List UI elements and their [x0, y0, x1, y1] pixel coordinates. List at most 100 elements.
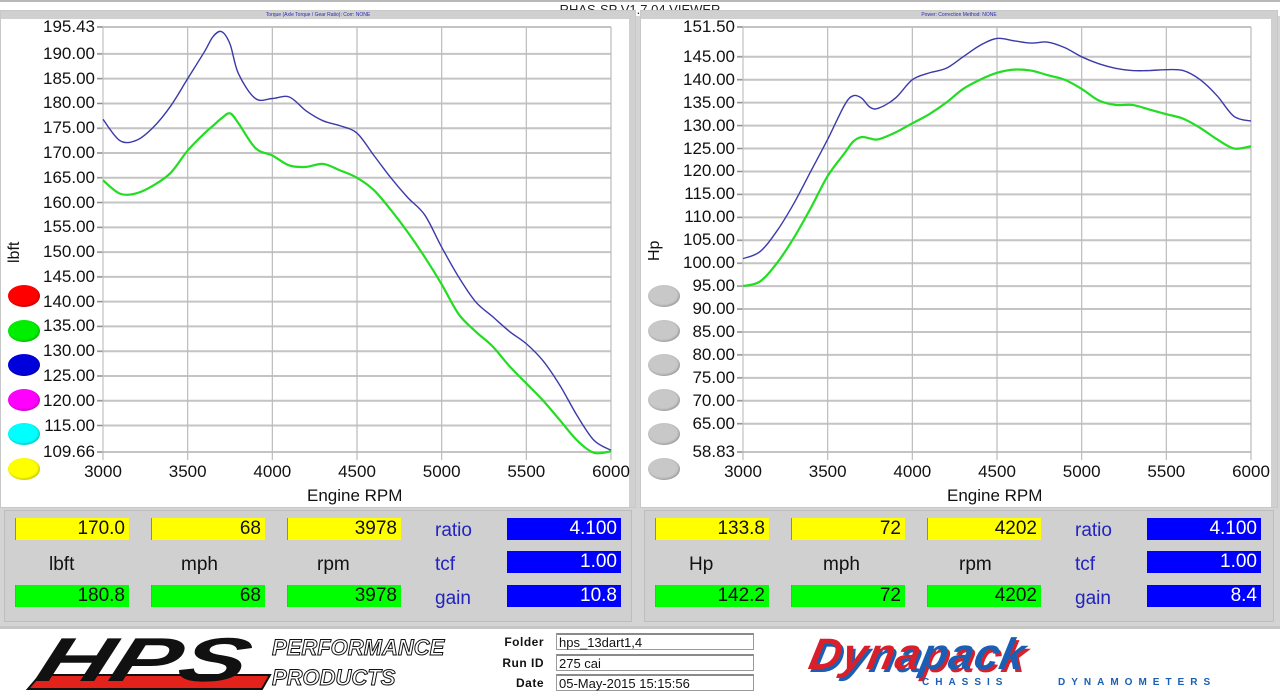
- y-tick-label: 170.00: [43, 143, 95, 162]
- run-selector-dot[interactable]: [648, 319, 680, 342]
- y-tick-label: 65.00: [692, 413, 735, 433]
- y-tick-label: 175.00: [43, 118, 95, 138]
- date-label: Date: [515, 676, 544, 690]
- dynapack-logo-blue-word: pack: [916, 630, 1032, 679]
- y-tick-label: 180.00: [43, 93, 95, 113]
- y-tick-label: 120.00: [43, 390, 95, 410]
- run1-speed-value: 68: [151, 518, 265, 540]
- y-tick-label: 125.00: [683, 138, 735, 158]
- y-tick-label: 155.00: [43, 217, 95, 237]
- y-tick-label: 95.00: [692, 276, 735, 296]
- x-tick-label: 3500: [168, 462, 207, 481]
- run-selector-dot[interactable]: [8, 354, 40, 377]
- run2-torque-value: 180.8: [15, 585, 129, 607]
- x-tick-label: 6000: [1232, 462, 1270, 481]
- run-selector-dot[interactable]: [8, 458, 40, 480]
- run1-speed-value: 72: [791, 518, 905, 540]
- y-tick-label: 185.00: [43, 68, 95, 88]
- folder-field[interactable]: hps_13dart1,4: [556, 633, 754, 650]
- y-tick-label: 109.66: [43, 442, 95, 461]
- x-tick-label: 3500: [808, 462, 847, 481]
- y-tick-label: 80.00: [692, 344, 735, 364]
- unit-label-speed: mph: [181, 554, 218, 575]
- torque-chart-subtitle: Torque (Axle Torque / Gear Ratio): Corr:…: [1, 11, 635, 19]
- ratio-value: 4.100: [507, 518, 621, 540]
- run-selector-dot[interactable]: [8, 319, 40, 342]
- x-tick-label: 4000: [253, 462, 292, 481]
- power-y-label: Hp: [646, 240, 663, 261]
- run-selector-dot[interactable]: [648, 388, 680, 411]
- tcf-label: tcf: [435, 554, 456, 575]
- run2-speed-value: 72: [791, 585, 905, 607]
- vertical-scrollbar[interactable]: [629, 11, 635, 507]
- blue-run-curve: [742, 37, 1252, 260]
- y-tick-label: 75.00: [692, 367, 735, 387]
- tcf-value: 1.00: [507, 551, 621, 573]
- y-tick-label: 120.00: [683, 161, 735, 181]
- gain-value: 10.8: [507, 585, 621, 607]
- y-tick-label: 150.00: [43, 242, 95, 262]
- run1-power-value: 133.8: [655, 518, 769, 540]
- run-selector-dot[interactable]: [648, 354, 680, 377]
- ratio-value: 4.100: [1147, 518, 1261, 540]
- gain-label: gain: [435, 588, 471, 609]
- tcf-value: 1.00: [1147, 551, 1261, 573]
- y-tick-label: 115.00: [44, 415, 95, 435]
- green-run-curve: [102, 112, 612, 455]
- dynapack-tagline-left: CHASSIS: [922, 677, 1009, 688]
- folder-label: Folder: [504, 635, 544, 649]
- power-chart-subtitle: Power: Correction Method: NONE: [641, 11, 1277, 19]
- unit-label-rpm: rpm: [959, 554, 992, 575]
- dynapack-tagline-right: DYNAMOMETERS: [1058, 677, 1217, 688]
- y-tick-label: 135.00: [683, 92, 735, 112]
- y-tick-label: 90.00: [692, 299, 735, 319]
- run2-rpm-value: 4202: [927, 585, 1041, 607]
- tcf-label: tcf: [1075, 554, 1096, 575]
- date-field[interactable]: 05-May-2015 15:15:56: [556, 674, 754, 691]
- y-tick-label: 85.00: [692, 321, 735, 341]
- hps-logo-line2: PRODUCTS: [271, 665, 396, 691]
- run-selector-dot[interactable]: [8, 423, 40, 446]
- x-tick-label: 6000: [592, 462, 630, 481]
- run-id-label: Run ID: [502, 656, 544, 670]
- torque-x-label: Engine RPM: [307, 486, 403, 505]
- x-tick-label: 5500: [507, 462, 546, 481]
- x-tick-label: 5500: [1147, 462, 1186, 481]
- y-tick-label: 195.43: [43, 17, 95, 36]
- run-selector-dot[interactable]: [648, 458, 680, 480]
- run-selector-dot[interactable]: [8, 388, 40, 411]
- y-tick-label: 105.00: [683, 230, 735, 250]
- run-selector-dot[interactable]: [648, 423, 680, 446]
- run2-rpm-value: 3978: [287, 585, 401, 607]
- y-tick-label: 145.00: [683, 46, 735, 66]
- run-selector-dot[interactable]: [648, 285, 680, 307]
- y-tick-label: 160.00: [43, 192, 95, 212]
- gain-label: gain: [1075, 588, 1111, 609]
- dynapack-logo: Dynapack CHASSIS DYNAMOMETERS: [805, 630, 1250, 691]
- y-tick-label: 110.00: [684, 207, 735, 227]
- hps-logo: HPS PERFORMANCE PRODUCTS: [14, 633, 454, 691]
- run-selector-dot[interactable]: [8, 285, 40, 307]
- report-footer: HPS PERFORMANCE PRODUCTS Folder hps_13da…: [0, 626, 1280, 694]
- x-tick-label: 5000: [422, 462, 461, 481]
- unit-label-power: Hp: [689, 554, 714, 575]
- unit-label-speed: mph: [823, 554, 860, 575]
- hps-logo-mark-icon: HPS: [25, 633, 272, 691]
- y-tick-label: 190.00: [43, 43, 95, 63]
- run-id-field[interactable]: 275 cai: [556, 654, 754, 671]
- green-run-curve: [742, 68, 1252, 288]
- x-tick-label: 4500: [978, 462, 1016, 481]
- vertical-scrollbar[interactable]: [1271, 11, 1277, 507]
- run2-speed-value: 68: [151, 585, 265, 607]
- y-tick-label: 58.83: [692, 442, 735, 461]
- x-tick-label: 3000: [724, 462, 762, 481]
- torque-chart-pane: Torque (Axle Torque / Gear Ratio): Corr:…: [0, 10, 636, 508]
- run1-rpm-value: 4202: [927, 518, 1041, 540]
- run1-torque-value: 170.0: [15, 518, 129, 540]
- gain-value: 8.4: [1147, 585, 1261, 607]
- x-tick-label: 4500: [338, 462, 376, 481]
- y-tick-label: 130.00: [683, 115, 735, 135]
- y-tick-label: 115.00: [684, 184, 735, 204]
- power-x-label: Engine RPM: [947, 486, 1043, 505]
- y-tick-label: 100.00: [683, 253, 735, 273]
